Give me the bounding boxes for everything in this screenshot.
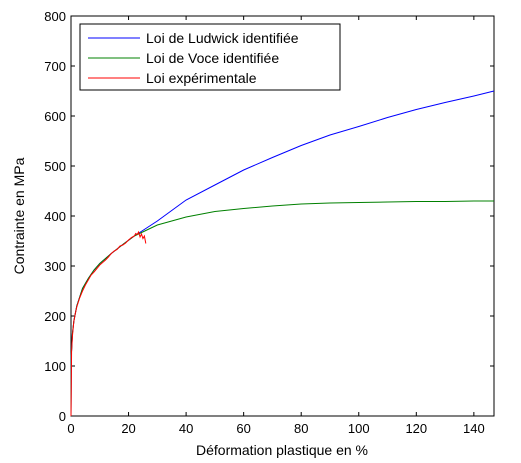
x-tick-label: 60 [236, 421, 250, 436]
y-tick-label: 400 [44, 209, 66, 224]
x-tick-label: 120 [405, 421, 427, 436]
y-tick-label: 700 [44, 59, 66, 74]
y-tick-label: 300 [44, 259, 66, 274]
x-tick-label: 0 [67, 421, 74, 436]
legend-label-1: Loi de Ludwick identifiée [146, 30, 299, 46]
x-tick-label: 20 [121, 421, 135, 436]
y-tick-label: 100 [44, 359, 66, 374]
legend: Loi de Ludwick identifiée Loi de Voce ide… [79, 23, 341, 91]
y-axis-label: Contrainte en MPa [11, 157, 27, 274]
y-tick-label: 200 [44, 309, 66, 324]
series-line-3 [70, 230, 147, 417]
y-tick-label: 500 [44, 159, 66, 174]
y-tick-label: 0 [59, 409, 66, 424]
x-axis-label: Déformation plastique en % [196, 442, 368, 458]
legend-box [79, 23, 341, 91]
x-tick-label: 100 [348, 421, 370, 436]
x-tick-label: 140 [463, 421, 485, 436]
y-tick-label: 800 [44, 9, 66, 24]
x-tick-label: 80 [294, 421, 308, 436]
axis-ticks: 0 20 40 60 80 100 120 140 0 100 200 300 400 500 600 700… [44, 9, 494, 436]
series-layer [70, 90, 495, 417]
legend-label-3: Loi expérimentale [146, 70, 257, 86]
x-tick-label: 40 [179, 421, 193, 436]
legend-label-2: Loi de Voce identifiée [146, 50, 279, 66]
y-tick-label: 600 [44, 109, 66, 124]
